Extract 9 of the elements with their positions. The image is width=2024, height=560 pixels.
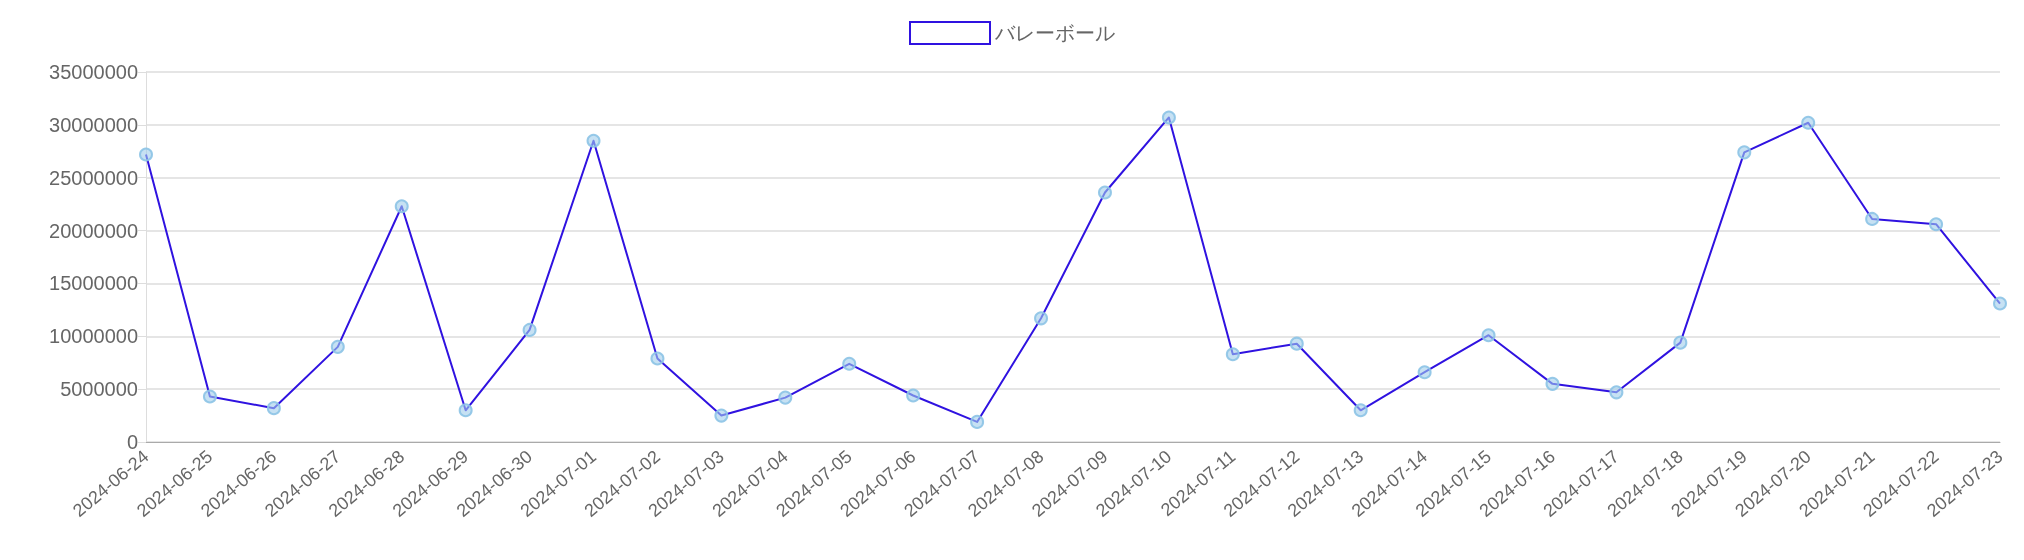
y-tick-label: 35000000 bbox=[49, 61, 138, 83]
y-tick-label: 30000000 bbox=[49, 113, 138, 136]
legend-label: バレーボール bbox=[994, 21, 1115, 45]
y-tick-label: 25000000 bbox=[49, 166, 138, 189]
y-tick-label: 5000000 bbox=[60, 378, 138, 401]
y-tick-label: 20000000 bbox=[49, 219, 138, 242]
y-tick-label: 0 bbox=[126, 431, 138, 453]
y-tick-label: 15000000 bbox=[49, 272, 138, 295]
y-tick-label: 10000000 bbox=[49, 325, 138, 348]
